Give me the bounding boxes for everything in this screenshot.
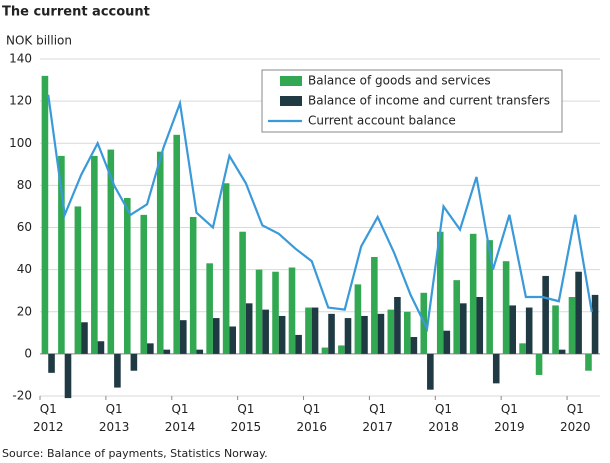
x-tick-label: Q1 2014 xyxy=(165,402,196,434)
bar xyxy=(222,183,230,354)
x-tick-label: Q1 2017 xyxy=(362,402,393,434)
bar xyxy=(354,284,362,354)
bar xyxy=(262,309,269,354)
x-tick-label: Q1 2019 xyxy=(494,402,525,434)
y-tick-label: 0 xyxy=(24,346,32,360)
bar xyxy=(575,271,582,354)
y-tick-label: 140 xyxy=(9,52,32,66)
bar xyxy=(114,353,121,388)
legend-label: Balance of goods and services xyxy=(308,74,491,88)
bar xyxy=(509,305,516,354)
bar xyxy=(288,267,296,354)
bar xyxy=(196,349,204,354)
y-tick-label: 40 xyxy=(17,262,32,276)
bar xyxy=(212,318,220,354)
bar xyxy=(140,214,148,354)
bar xyxy=(404,311,411,354)
y-tick-label: -20 xyxy=(12,389,32,403)
bar xyxy=(147,343,154,354)
x-tick-label: Q1 2015 xyxy=(231,402,262,434)
bar xyxy=(469,233,477,354)
bar xyxy=(48,353,55,373)
bar xyxy=(245,303,253,354)
bar xyxy=(272,271,279,354)
bar xyxy=(377,313,385,354)
bar xyxy=(156,151,164,354)
bar xyxy=(107,149,115,354)
bar xyxy=(558,349,566,354)
bar xyxy=(443,330,451,354)
bar xyxy=(387,309,395,354)
bar xyxy=(311,307,319,354)
bar xyxy=(361,315,368,354)
bar xyxy=(410,337,418,354)
legend-label: Current account balance xyxy=(308,114,456,128)
bar xyxy=(97,341,105,354)
marks xyxy=(41,75,599,399)
y-tick-label: 80 xyxy=(17,178,32,192)
bar xyxy=(321,347,329,354)
legend-swatch xyxy=(280,76,302,86)
bar xyxy=(591,294,599,354)
y-tick-label: 20 xyxy=(17,304,32,318)
bar xyxy=(338,345,345,354)
bar xyxy=(239,231,246,354)
bar xyxy=(486,240,493,354)
bar xyxy=(344,318,352,354)
x-tick-label: Q1 2020 xyxy=(560,402,591,434)
bar xyxy=(436,231,444,354)
legend-box xyxy=(261,69,563,133)
legend: Balance of goods and services Balance of … xyxy=(261,69,563,133)
chart-title: The current account xyxy=(2,5,150,20)
source: Source: Balance of payments, Statistics … xyxy=(2,447,268,460)
bar xyxy=(255,269,263,354)
bar xyxy=(189,216,197,354)
bar xyxy=(81,322,88,354)
bar xyxy=(535,353,543,375)
bar xyxy=(568,297,576,354)
x-tick-label: Q1 2012 xyxy=(33,402,64,434)
bar xyxy=(328,313,335,354)
y-axis-label: NOK billion xyxy=(6,34,72,48)
bar xyxy=(58,155,65,354)
bar xyxy=(124,198,131,354)
bar xyxy=(460,303,467,354)
bar xyxy=(371,256,378,354)
y-tick-label: 60 xyxy=(17,220,32,234)
legend-swatch xyxy=(280,96,302,106)
bar xyxy=(41,75,49,354)
bar xyxy=(305,307,312,354)
bar xyxy=(476,297,484,354)
bar xyxy=(519,343,526,354)
bar xyxy=(74,206,82,354)
bar xyxy=(180,320,187,354)
bar xyxy=(91,155,98,354)
bar xyxy=(295,334,302,354)
bar xyxy=(552,305,559,354)
bar xyxy=(130,353,138,371)
bar xyxy=(492,353,500,384)
x-tick-label: Q1 2018 xyxy=(428,402,459,434)
bar xyxy=(64,353,72,399)
bar xyxy=(542,275,549,354)
bar xyxy=(427,353,434,390)
bar xyxy=(206,263,213,354)
y-tick-label: 120 xyxy=(9,94,32,108)
bar xyxy=(502,261,510,354)
legend-label: Balance of income and current transfers xyxy=(308,94,550,108)
y-tick-label: 100 xyxy=(9,136,32,150)
bar xyxy=(453,280,460,354)
bar xyxy=(163,349,171,354)
bar xyxy=(525,307,533,354)
bar xyxy=(394,297,401,354)
x-tick-label: Q1 2013 xyxy=(99,402,130,434)
bar xyxy=(173,134,180,354)
bar xyxy=(585,353,592,371)
line xyxy=(47,94,593,333)
x-tick-label: Q1 2016 xyxy=(296,402,327,434)
bar xyxy=(229,326,236,354)
bar xyxy=(278,315,286,354)
